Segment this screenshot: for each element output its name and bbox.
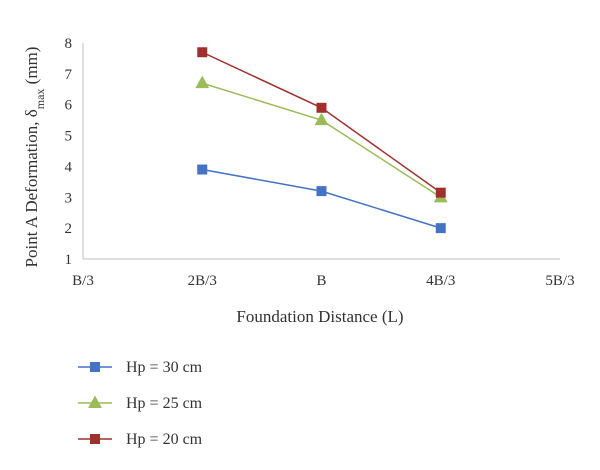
series-layer bbox=[195, 47, 448, 234]
square-marker bbox=[197, 47, 208, 58]
square-marker bbox=[316, 186, 327, 197]
legend-label: Hp = 25 cm bbox=[126, 395, 203, 412]
x-axis-ticks: B/3 2B/3 B 4B/3 5B/3 bbox=[72, 273, 574, 289]
legend-label: Hp = 30 cm bbox=[126, 359, 203, 376]
y-tick-label: 7 bbox=[65, 67, 73, 83]
x-tick-label: B/3 bbox=[72, 273, 94, 289]
square-marker bbox=[435, 187, 446, 198]
legend-item: Hp = 25 cm bbox=[78, 395, 203, 412]
legend-marker bbox=[90, 362, 100, 372]
y-tick-label: 6 bbox=[65, 98, 73, 114]
y-tick-label: 4 bbox=[65, 159, 73, 175]
plot-area: 1 2 3 4 5 6 7 8 B/3 2B/3 B 4B/3 5B/3 bbox=[65, 36, 575, 289]
x-tick-label: 2B/3 bbox=[188, 273, 217, 289]
x-axis-title: Foundation Distance (L) bbox=[236, 307, 403, 326]
legend: Hp = 30 cm Hp = 25 cm Hp = 20 cm bbox=[78, 359, 203, 448]
y-axis-title-main: Point A Deformation, δ bbox=[22, 109, 41, 267]
legend-marker bbox=[90, 434, 100, 444]
y-axis-title-subscript: max bbox=[33, 89, 47, 110]
series-2 bbox=[195, 75, 448, 203]
x-tick-label: 4B/3 bbox=[426, 273, 455, 289]
triangle-marker bbox=[314, 112, 329, 126]
square-marker bbox=[197, 164, 208, 175]
y-tick-label: 3 bbox=[65, 190, 73, 206]
series-3 bbox=[197, 47, 446, 198]
y-axis-title: Point A Deformation, δmax (mm) bbox=[22, 47, 47, 268]
y-tick-label: 2 bbox=[65, 221, 73, 237]
triangle-marker bbox=[195, 75, 210, 89]
series-line bbox=[202, 168, 441, 229]
legend-marker bbox=[88, 395, 102, 409]
y-tick-label: 8 bbox=[65, 36, 73, 52]
legend-label: Hp = 20 cm bbox=[126, 431, 203, 448]
legend-item: Hp = 20 cm bbox=[78, 431, 203, 448]
series-line bbox=[202, 82, 442, 198]
legend-item: Hp = 30 cm bbox=[78, 359, 203, 376]
y-tick-label: 5 bbox=[65, 129, 73, 145]
series-1 bbox=[197, 164, 446, 234]
y-axis-title-unit: (mm) bbox=[22, 47, 41, 89]
y-axis-ticks: 1 2 3 4 5 6 7 8 bbox=[65, 36, 73, 268]
x-tick-label: 5B/3 bbox=[545, 273, 574, 289]
x-tick-label: B bbox=[316, 273, 326, 289]
square-marker bbox=[316, 102, 327, 113]
square-marker bbox=[435, 223, 446, 234]
y-tick-label: 1 bbox=[65, 252, 73, 268]
